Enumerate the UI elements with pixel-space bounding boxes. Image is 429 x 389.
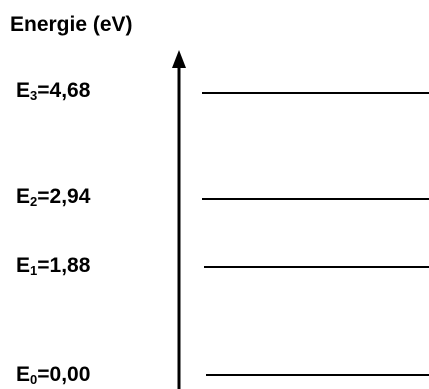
energy-axis-arrowhead	[172, 50, 186, 68]
level-symbol: E	[16, 363, 31, 386]
level-label-e1: E1=1,88	[16, 255, 90, 277]
level-label-e2: E2=2,94	[16, 186, 90, 208]
level-symbol: E	[16, 185, 31, 208]
level-subscript: 0	[30, 372, 38, 387]
level-label-e3: E3=4,68	[16, 80, 90, 102]
level-line-e2	[202, 198, 429, 200]
level-symbol: E	[16, 79, 31, 102]
level-value: 2,94	[49, 185, 91, 208]
axis-title: Energie (eV)	[10, 13, 133, 36]
level-line-e1	[204, 266, 429, 268]
level-value: 0,00	[49, 363, 91, 386]
level-equals: =	[37, 79, 50, 102]
level-subscript: 1	[30, 263, 38, 278]
level-line-e0	[206, 374, 429, 376]
level-equals: =	[37, 185, 50, 208]
level-label-e0: E0=0,00	[16, 364, 90, 386]
level-equals: =	[37, 363, 50, 386]
level-subscript: 3	[30, 88, 38, 103]
level-line-e3	[202, 92, 429, 94]
level-value: 1,88	[49, 254, 91, 277]
level-equals: =	[37, 254, 50, 277]
level-value: 4,68	[49, 79, 91, 102]
level-subscript: 2	[30, 194, 38, 209]
level-symbol: E	[16, 254, 31, 277]
